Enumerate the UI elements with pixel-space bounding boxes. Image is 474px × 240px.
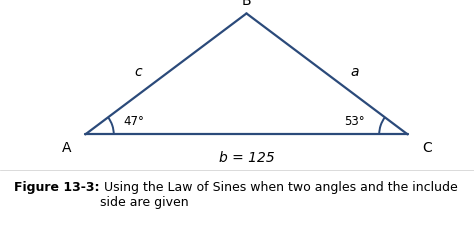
Text: Using the Law of Sines when two angles and the include
side are given: Using the Law of Sines when two angles a… [100, 181, 457, 209]
Text: Figure 13-3:: Figure 13-3: [14, 181, 100, 194]
Text: B: B [242, 0, 251, 8]
Text: 53°: 53° [344, 115, 365, 128]
Text: C: C [422, 141, 432, 155]
Text: c: c [135, 65, 142, 79]
Text: b = 125: b = 125 [219, 151, 274, 165]
Text: A: A [62, 141, 71, 155]
Text: 47°: 47° [123, 115, 144, 128]
Text: a: a [351, 65, 359, 79]
